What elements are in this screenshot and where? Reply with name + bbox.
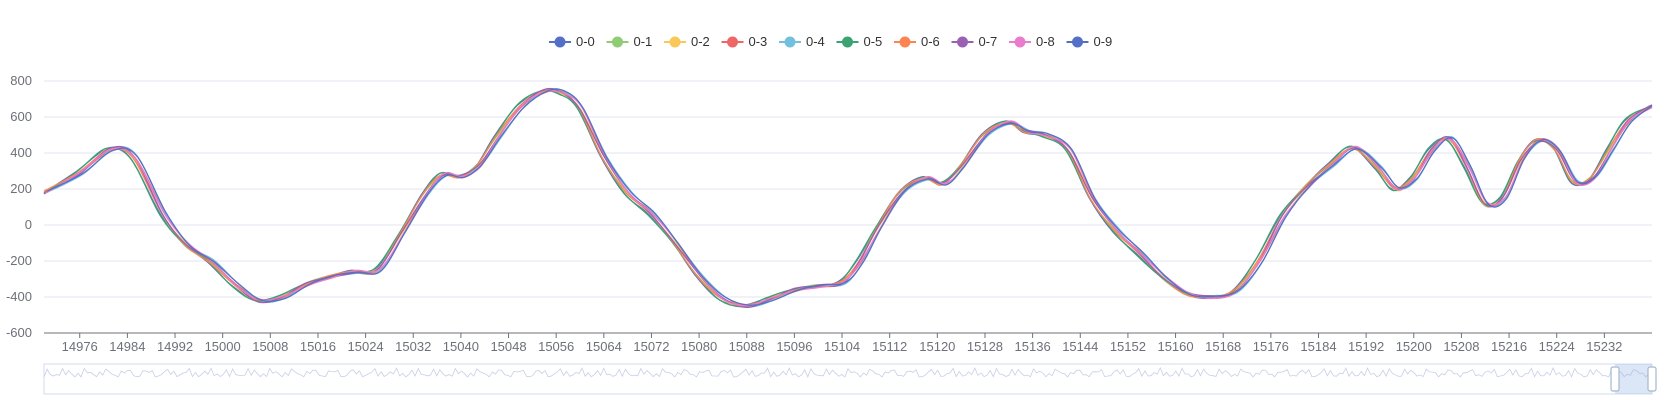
- legend-label: 0-4: [806, 34, 825, 49]
- x-tick-label: 15040: [443, 339, 479, 354]
- x-tick-label: 15072: [633, 339, 669, 354]
- x-tick-label: 15032: [395, 339, 431, 354]
- plot-area: [43, 87, 1653, 308]
- x-tick-label: 15088: [729, 339, 765, 354]
- x-tick-label: 15120: [919, 339, 955, 354]
- x-tick-label: 14976: [62, 339, 98, 354]
- legend-marker: [784, 36, 796, 48]
- x-tick-label: 15016: [300, 339, 336, 354]
- legend-item-0-4[interactable]: 0-4: [779, 34, 825, 49]
- y-tick-label: 600: [10, 109, 32, 124]
- y-tick-label: 800: [10, 73, 32, 88]
- x-tick-label: 14984: [109, 339, 145, 354]
- legend-label: 0-1: [634, 34, 653, 49]
- legend-marker: [899, 36, 911, 48]
- legend-item-0-1[interactable]: 0-1: [606, 34, 653, 49]
- zoom-handle-left[interactable]: [1610, 366, 1620, 392]
- legend-label: 0-0: [576, 34, 595, 49]
- x-tick-label: 15192: [1348, 339, 1384, 354]
- x-tick-label: 15000: [205, 339, 241, 354]
- x-tick-label: 15096: [776, 339, 812, 354]
- legend-marker: [612, 36, 623, 48]
- legend-item-0-3[interactable]: 0-3: [721, 34, 768, 49]
- y-tick-label: 0: [25, 217, 32, 232]
- x-tick-label: 15216: [1491, 339, 1527, 354]
- series-line-0-0: [43, 90, 1650, 306]
- legend-marker: [669, 36, 681, 48]
- x-tick-label: 15008: [252, 339, 288, 354]
- legend-item-0-6[interactable]: 0-6: [894, 34, 940, 49]
- legend-label: 0-7: [979, 34, 998, 49]
- legend-label: 0-3: [749, 34, 768, 49]
- x-tick-label: 15200: [1396, 339, 1432, 354]
- x-tick-label: 15160: [1157, 339, 1193, 354]
- legend-marker: [1072, 36, 1083, 48]
- y-tick-label: -600: [6, 325, 32, 340]
- x-axis: 14976 14984 14992 15000 15008 15016 15024 15032…: [44, 332, 1652, 354]
- x-tick-label: 15064: [586, 339, 622, 354]
- x-tick-label: 15224: [1539, 339, 1575, 354]
- series-line-0-8: [45, 90, 1653, 307]
- legend-label: 0-9: [1094, 34, 1113, 49]
- x-tick-label: 15168: [1205, 339, 1241, 354]
- legend-label: 0-2: [691, 34, 710, 49]
- legend-marker: [727, 36, 738, 48]
- zoom-overview-line: [43, 367, 1653, 378]
- data-zoom-slider[interactable]: [43, 363, 1657, 395]
- legend-marker: [957, 36, 968, 48]
- legend[interactable]: 0-0 0-1 0-2 0-3 0-4 0-5 0-6 0-7 0-8 0-9: [549, 34, 1112, 49]
- legend-item-0-8[interactable]: 0-8: [1009, 34, 1055, 49]
- x-tick-label: 15080: [681, 339, 717, 354]
- y-tick-label: -200: [6, 253, 32, 268]
- x-tick-label: 15048: [490, 339, 526, 354]
- x-tick-label: 15152: [1110, 339, 1146, 354]
- legend-item-0-0[interactable]: 0-0: [549, 34, 595, 49]
- legend-label: 0-5: [864, 34, 883, 49]
- legend-marker: [554, 36, 566, 48]
- x-tick-label: 15128: [967, 339, 1003, 354]
- zoom-handle-right[interactable]: [1647, 366, 1657, 392]
- x-tick-label: 15112: [872, 339, 907, 354]
- x-tick-label: 15056: [538, 339, 574, 354]
- legend-item-0-9[interactable]: 0-9: [1066, 34, 1113, 49]
- series-line-0-5: [43, 89, 1650, 308]
- x-tick-label: 14992: [157, 339, 193, 354]
- x-tick-label: 15232: [1586, 339, 1622, 354]
- legend-item-0-5[interactable]: 0-5: [836, 34, 883, 49]
- legend-label: 0-6: [921, 34, 940, 49]
- x-tick-label: 15024: [348, 339, 384, 354]
- x-tick-label: 15144: [1062, 339, 1098, 354]
- y-tick-label: 200: [10, 181, 32, 196]
- y-axis: 800 600 400 200 0 -200 -400 -600: [6, 73, 32, 340]
- x-tick-label: 15208: [1443, 339, 1479, 354]
- x-tick-label: 15136: [1015, 339, 1051, 354]
- legend-marker: [1014, 36, 1026, 48]
- x-tick-label: 15104: [824, 339, 860, 354]
- zoom-window[interactable]: [1615, 364, 1652, 394]
- x-tick-label: 15176: [1253, 339, 1289, 354]
- series-line-0-9: [46, 88, 1653, 306]
- legend-marker: [842, 36, 853, 48]
- y-tick-label: 400: [10, 145, 32, 160]
- x-tick-label: 15184: [1300, 339, 1336, 354]
- legend-item-0-2[interactable]: 0-2: [664, 34, 710, 49]
- y-tick-label: -400: [6, 289, 32, 304]
- legend-item-0-7[interactable]: 0-7: [951, 34, 998, 49]
- legend-label: 0-8: [1036, 34, 1055, 49]
